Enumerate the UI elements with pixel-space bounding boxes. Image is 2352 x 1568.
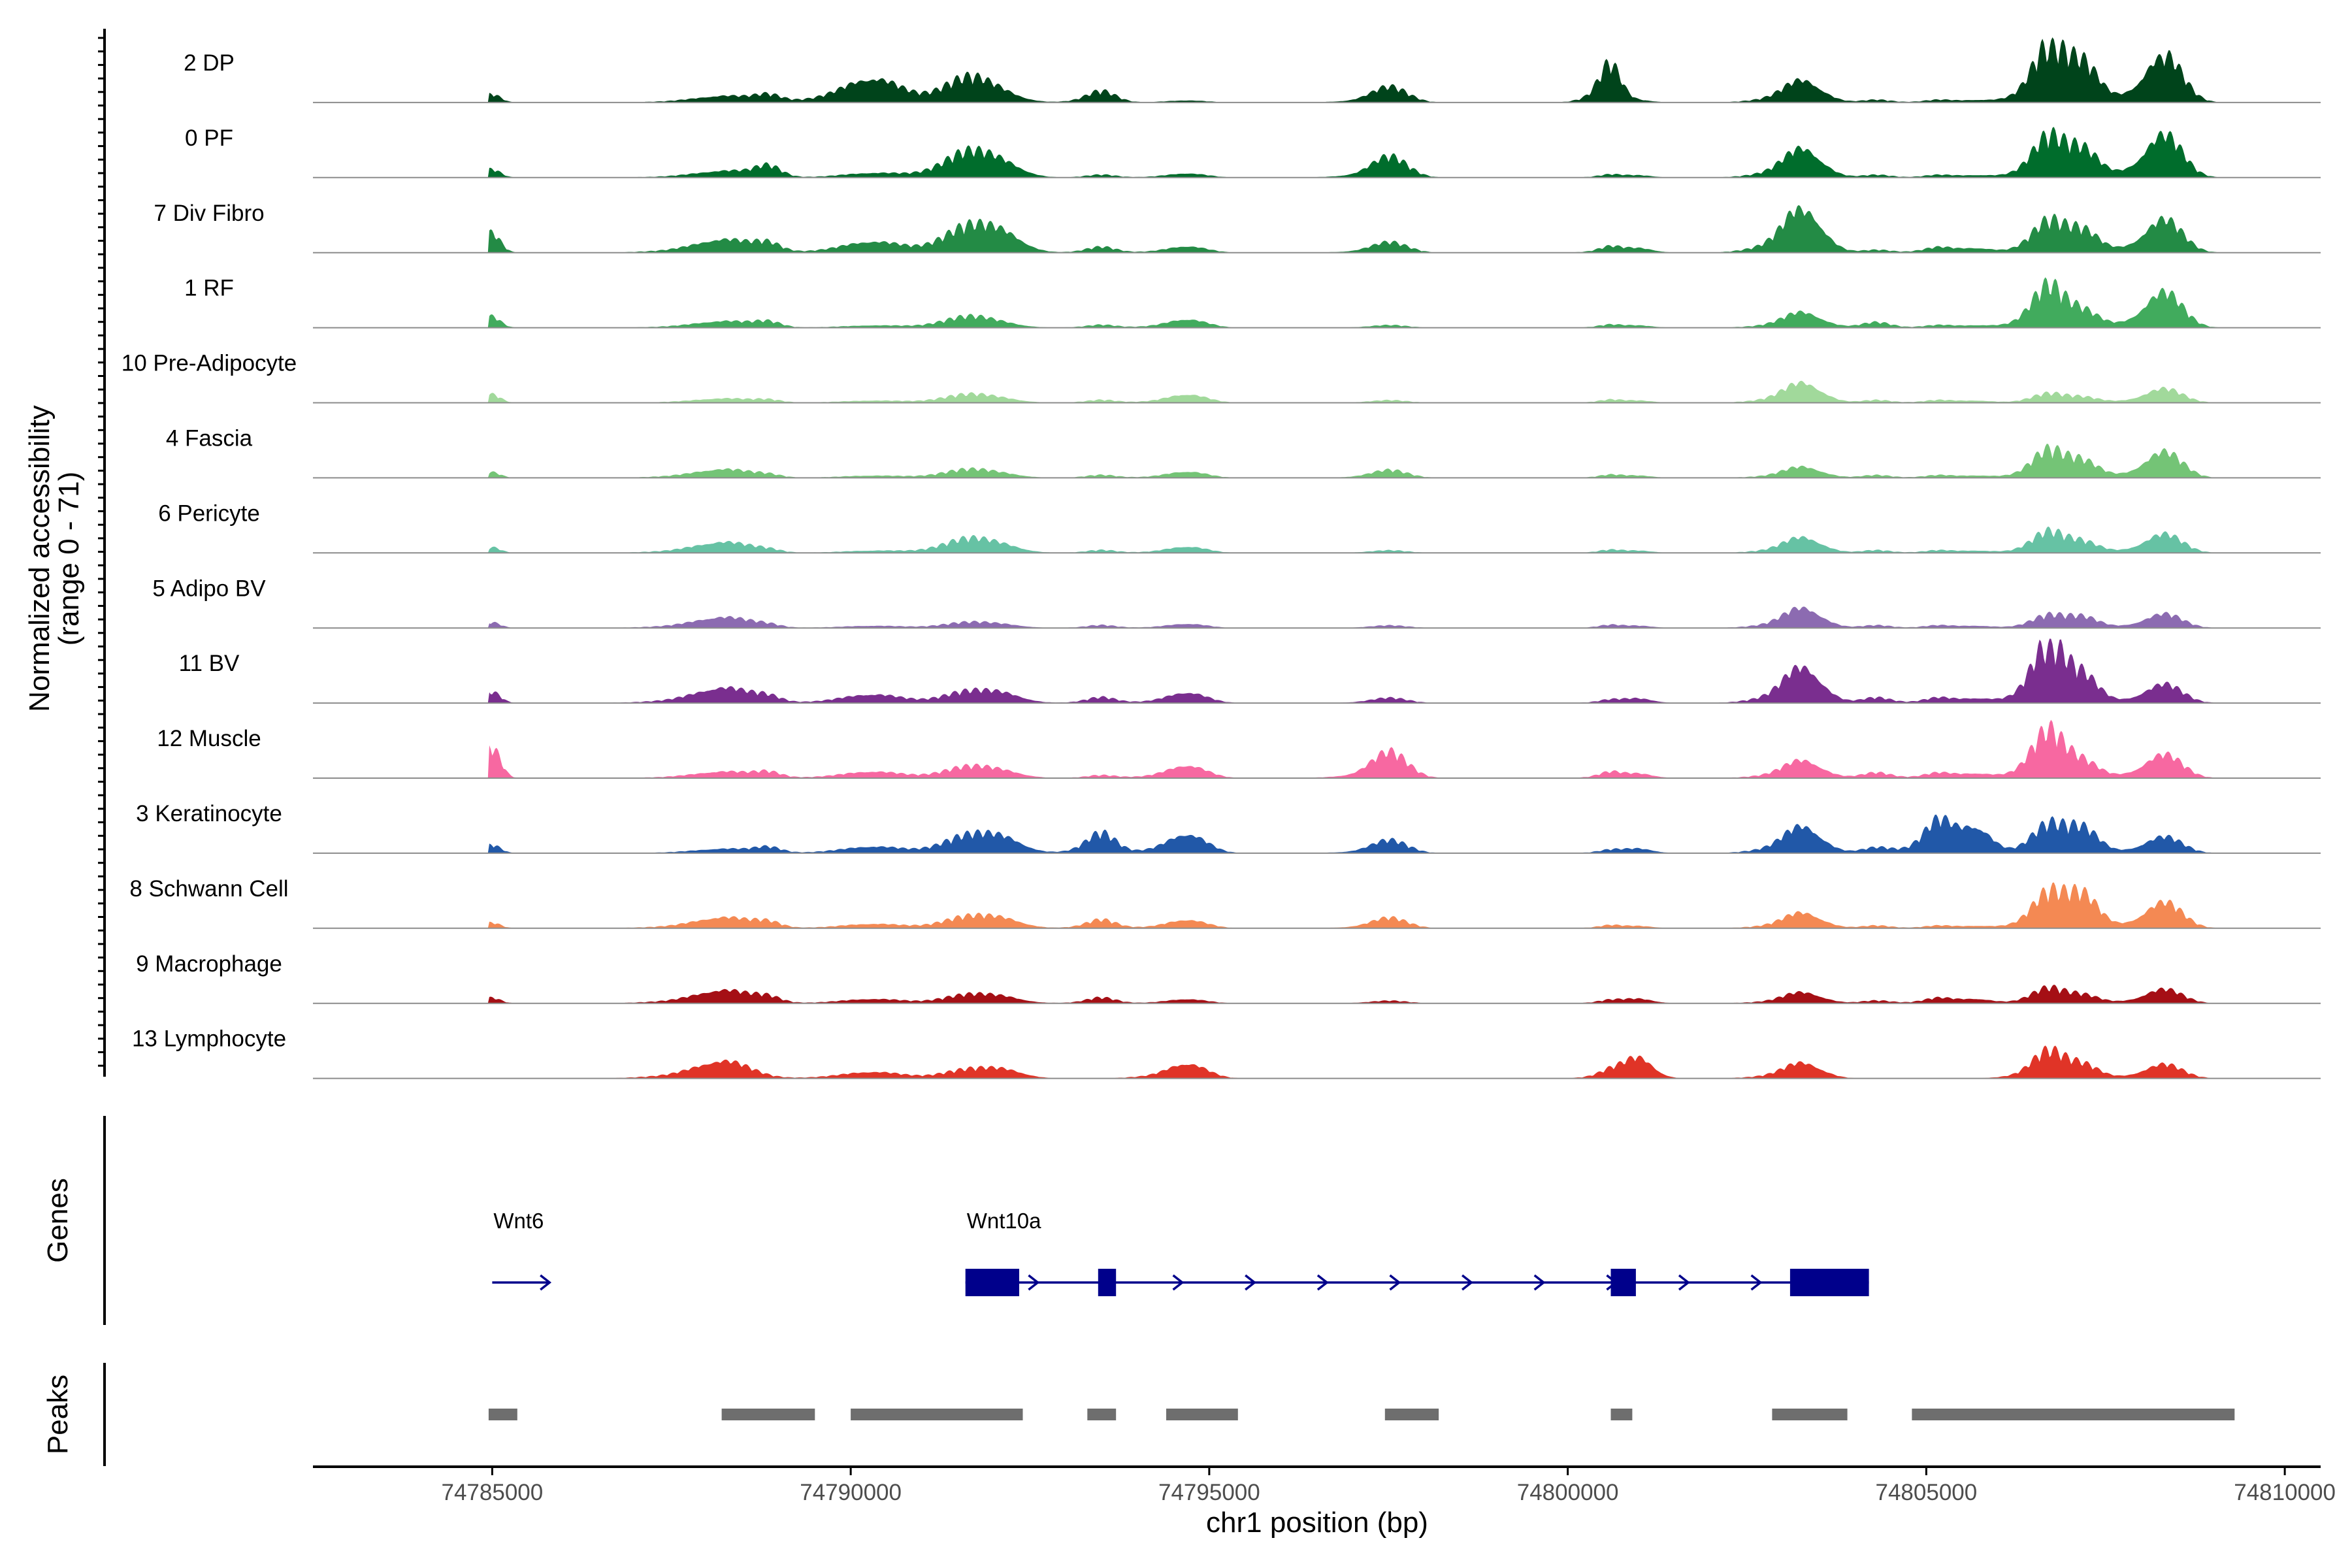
peak-region <box>1166 1409 1238 1420</box>
coverage-area <box>313 985 2321 1004</box>
track-label: 9 Macrophage <box>136 951 282 977</box>
peak-region <box>721 1409 815 1420</box>
coverage-track: 13 Lymphocyte <box>132 1026 2321 1079</box>
gene-annotation-track: Wnt6 Wnt10a <box>492 1209 1869 1296</box>
strand-arrow <box>1462 1274 1473 1291</box>
peaks-track-label: Peaks <box>42 1375 74 1454</box>
strand-arrow <box>1028 1274 1040 1291</box>
track-label: 3 Keratinocyte <box>136 801 282 826</box>
strand-arrow <box>1245 1274 1257 1291</box>
track-label: 1 RF <box>184 276 234 301</box>
coverage-area <box>313 37 2321 103</box>
exon <box>1610 1269 1636 1296</box>
coverage-track: 12 Muscle <box>157 719 2321 779</box>
coverage-area <box>313 814 2321 853</box>
gene-label: Wnt6 <box>493 1209 544 1233</box>
coverage-area <box>313 127 2321 178</box>
track-label: 13 Lymphocyte <box>132 1026 286 1052</box>
x-tick-label: 74795000 <box>1158 1480 1260 1505</box>
coverage-track: 7 Div Fibro <box>154 201 2321 253</box>
strand-arrow <box>1389 1274 1401 1291</box>
coverage-track: 4 Fascia <box>166 426 2321 479</box>
coverage-area <box>313 606 2321 629</box>
gene-model: Wnt6 <box>492 1209 552 1291</box>
peak-region <box>851 1409 1023 1420</box>
coverage-track: 11 BV <box>179 638 2321 704</box>
genes-track-label: Genes <box>42 1178 74 1263</box>
coverage-area <box>313 204 2321 253</box>
peak-track <box>488 1409 2235 1420</box>
coverage-track: 0 PF <box>185 125 2321 178</box>
coverage-track: 6 Pericyte <box>158 500 2321 554</box>
x-tick-label: 74810000 <box>2234 1480 2336 1505</box>
x-tick-label: 74800000 <box>1517 1480 1619 1505</box>
coverage-area <box>313 380 2321 403</box>
coverage-tracks: 2 DP 0 PF 7 Div Fibro 1 RF 10 Pre-Adipocyte 4… <box>122 37 2321 1079</box>
track-label: 0 PF <box>185 125 233 151</box>
coverage-area <box>313 638 2321 704</box>
coverage-track: 1 RF <box>184 276 2321 329</box>
track-label: 10 Pre-Adipocyte <box>122 351 297 376</box>
x-tick-label: 74790000 <box>800 1480 902 1505</box>
coverage-track: 9 Macrophage <box>136 951 2321 1004</box>
track-label: 7 Div Fibro <box>154 201 264 226</box>
strand-arrow <box>1533 1274 1546 1291</box>
coverage-track: 10 Pre-Adipocyte <box>122 351 2321 404</box>
coverage-track: 8 Schwann Cell <box>129 876 2321 929</box>
strand-arrow <box>540 1274 552 1291</box>
coverage-track: 5 Adipo BV <box>152 576 2321 629</box>
track-label: 2 DP <box>184 50 235 76</box>
coverage-area <box>313 277 2321 328</box>
strand-arrow <box>1316 1274 1329 1291</box>
peak-region <box>1087 1409 1117 1420</box>
y-axis-title-line1: Normalized accessibility <box>24 405 56 711</box>
x-axis-ticks: 74785000 74790000 74795000 74800000 74805000… <box>442 1467 2336 1505</box>
coverage-track: 2 DP <box>184 37 2321 103</box>
track-label: 12 Muscle <box>157 726 261 751</box>
coverage-area <box>313 526 2321 553</box>
y-axis <box>98 29 106 1077</box>
peak-region <box>1912 1409 2235 1420</box>
coverage-track: 3 Keratinocyte <box>136 801 2321 854</box>
peak-region <box>1772 1409 1848 1420</box>
exon <box>1789 1269 1869 1296</box>
gene-label: Wnt10a <box>967 1209 1041 1233</box>
peak-region <box>488 1409 517 1420</box>
track-label: 6 Pericyte <box>158 500 260 526</box>
peak-region <box>1610 1409 1633 1420</box>
coverage-area <box>313 719 2321 778</box>
strand-arrow <box>1750 1274 1763 1291</box>
track-label: 11 BV <box>179 651 240 676</box>
exon <box>1098 1269 1117 1296</box>
exon <box>965 1269 1019 1296</box>
strand-arrow <box>1678 1274 1690 1291</box>
strand-arrow <box>1172 1274 1184 1291</box>
coverage-area <box>313 882 2321 928</box>
peak-region <box>1384 1409 1439 1420</box>
track-label: 4 Fascia <box>166 426 253 451</box>
track-label: 5 Adipo BV <box>152 576 266 601</box>
gene-model: Wnt10a <box>965 1209 1869 1296</box>
x-tick-label: 74805000 <box>1876 1480 1978 1505</box>
coverage-area <box>313 444 2321 478</box>
y-axis-title-line2: (range 0 - 71) <box>53 472 85 646</box>
x-tick-label: 74785000 <box>442 1480 544 1505</box>
track-label: 8 Schwann Cell <box>129 876 288 902</box>
coverage-area <box>313 1045 2321 1079</box>
x-axis-title: chr1 position (bp) <box>1206 1507 1428 1539</box>
